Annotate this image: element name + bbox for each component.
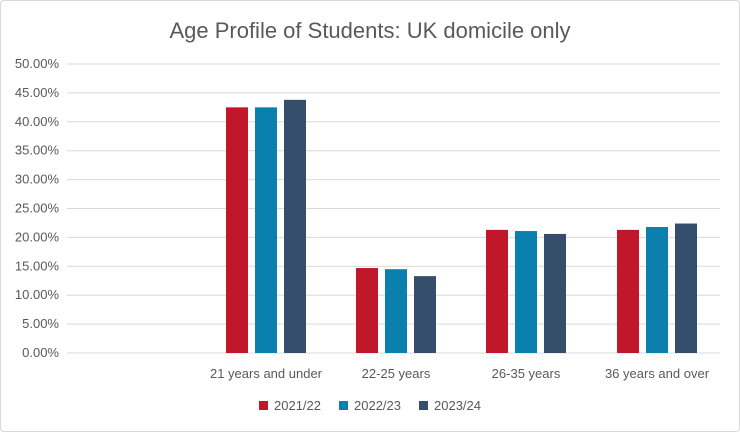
bar-2022-23-1 <box>385 269 407 353</box>
y-tick-label: 5.00% <box>22 316 59 331</box>
chart-legend: 2021/22 2022/23 2023/24 <box>0 398 740 413</box>
legend-item: 2023/24 <box>419 398 481 413</box>
bar-2021-22-3 <box>617 229 639 353</box>
x-tick-label: 36 years and over <box>605 366 710 381</box>
legend-label: 2021/22 <box>274 398 321 413</box>
x-tick-label: 21 years and under <box>210 366 323 381</box>
y-tick-label: 40.00% <box>15 114 60 129</box>
bar-2021-22-0 <box>226 107 248 353</box>
y-tick-label: 30.00% <box>15 172 60 187</box>
y-tick-label: 10.00% <box>15 287 60 302</box>
bar-2021-22-2 <box>486 229 508 353</box>
y-tick-label: 20.00% <box>15 229 60 244</box>
legend-swatch <box>259 401 268 410</box>
y-tick-label: 50.00% <box>15 56 60 71</box>
y-tick-label: 35.00% <box>15 143 60 158</box>
legend-item: 2021/22 <box>259 398 321 413</box>
x-tick-label: 22-25 years <box>362 366 431 381</box>
bar-2022-23-3 <box>646 226 668 353</box>
bar-2023-24-3 <box>675 223 697 353</box>
y-tick-label: 0.00% <box>22 345 59 360</box>
legend-item: 2022/23 <box>339 398 401 413</box>
bar-2021-22-1 <box>356 268 378 353</box>
legend-label: 2023/24 <box>434 398 481 413</box>
bar-2022-23-0 <box>255 107 277 353</box>
y-tick-label: 15.00% <box>15 258 60 273</box>
y-tick-label: 25.00% <box>15 201 60 216</box>
bar-2023-24-0 <box>284 99 306 353</box>
bar-2023-24-2 <box>544 233 566 353</box>
chart-title: Age Profile of Students: UK domicile onl… <box>169 18 571 43</box>
x-tick-label: 26-35 years <box>492 366 561 381</box>
legend-swatch <box>419 401 428 410</box>
legend-label: 2022/23 <box>354 398 401 413</box>
legend-swatch <box>339 401 348 410</box>
bar-2022-23-2 <box>515 231 537 353</box>
bar-2023-24-1 <box>414 276 436 353</box>
y-tick-label: 45.00% <box>15 85 60 100</box>
